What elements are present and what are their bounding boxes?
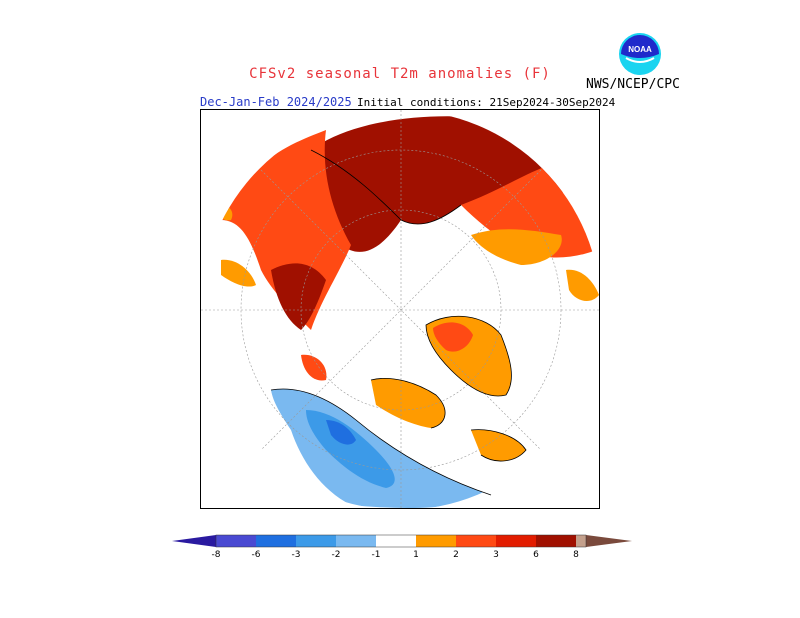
legend-label: -8: [212, 550, 221, 560]
legend-label: -2: [332, 550, 341, 560]
anomaly-map-svg: [201, 110, 599, 508]
legend-swatch: [296, 535, 336, 547]
cool-region-pacific-core: [306, 410, 395, 488]
legend-label: 1: [413, 550, 419, 560]
legend-arrow-left: [172, 535, 216, 547]
legend-swatch: [456, 535, 496, 547]
coastlines: [270, 149, 527, 496]
warm-region-west-europe: [221, 259, 256, 287]
noaa-logo-icon: NOAA: [619, 33, 661, 75]
cool-region-deep: [326, 420, 356, 445]
legend-swatch: [216, 535, 256, 547]
graticule: [201, 110, 599, 508]
warm-region-siberia: [311, 116, 571, 252]
warm-region-mongolia: [471, 229, 562, 265]
legend-label: 8: [573, 550, 579, 560]
legend-arrow-right: [586, 535, 632, 547]
warm-region-hudson: [471, 429, 526, 462]
legend-swatch: [496, 535, 536, 547]
legend-swatch: [536, 535, 576, 547]
legend-label: 6: [533, 550, 539, 560]
legend-label: -3: [292, 550, 301, 560]
legend-swatch: [336, 535, 376, 547]
legend-swatch: [416, 535, 456, 547]
legend-label: 2: [453, 550, 459, 560]
legend-swatch: [376, 535, 416, 547]
warm-region-canada-arctic: [371, 378, 446, 428]
logo-text: NOAA: [628, 45, 652, 54]
legend-swatch: [576, 535, 586, 547]
page-title: CFSv2 seasonal T2m anomalies (F): [249, 66, 551, 82]
legend-label: 3: [493, 550, 499, 560]
color-legend: -8 -6 -3 -2 -1 1 2 3 6 8: [172, 534, 632, 560]
legend-label: -1: [372, 550, 381, 560]
legend-label: -6: [252, 550, 261, 560]
agency-label: NWS/NCEP/CPC: [586, 77, 680, 92]
legend-swatch: [256, 535, 296, 547]
initial-conditions-label: Initial conditions: 21Sep2024-30Sep2024: [357, 96, 616, 109]
warm-region-greenland-core: [433, 322, 473, 352]
warm-region-scandinavia: [271, 263, 326, 330]
warm-region-japan: [566, 269, 599, 302]
legend-border: [215, 534, 587, 548]
season-label: Dec-Jan-Feb 2024/2025: [200, 95, 352, 109]
warm-region-alaska: [301, 354, 327, 381]
polar-map: [200, 109, 600, 509]
